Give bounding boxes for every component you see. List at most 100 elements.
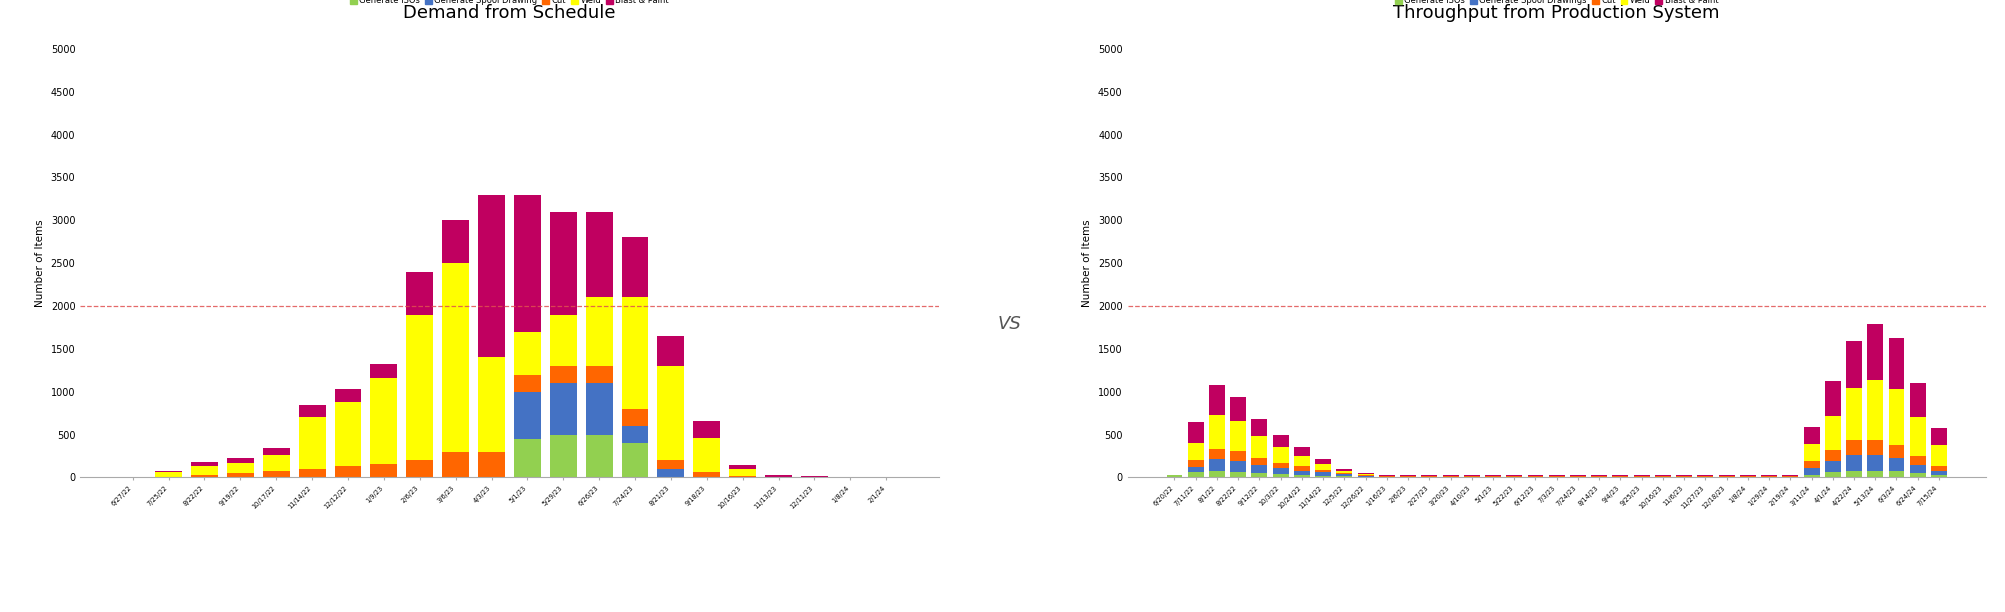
Bar <box>764 475 792 477</box>
Text: VS: VS <box>996 315 1021 334</box>
Bar <box>335 466 361 477</box>
Y-axis label: Number of Items: Number of Items <box>34 219 44 307</box>
Bar <box>1167 475 1181 477</box>
Bar <box>585 212 612 297</box>
Bar <box>1209 460 1225 471</box>
Bar <box>1357 476 1373 477</box>
Bar <box>622 297 648 409</box>
Bar <box>1251 436 1267 458</box>
Bar <box>658 469 684 477</box>
Bar <box>441 452 469 477</box>
Bar <box>1315 469 1331 472</box>
Bar <box>549 315 577 366</box>
Bar <box>371 464 397 477</box>
Bar <box>1209 415 1225 449</box>
Bar <box>263 455 289 471</box>
Bar <box>1315 472 1331 476</box>
Bar <box>1357 473 1373 474</box>
Bar <box>1845 455 1861 471</box>
Bar <box>441 263 469 452</box>
Bar <box>1229 397 1245 421</box>
Bar <box>1931 466 1947 471</box>
Bar <box>1909 473 1925 477</box>
Bar <box>1271 468 1287 474</box>
Bar <box>1867 471 1883 477</box>
Bar <box>1931 445 1947 466</box>
Bar <box>1802 444 1819 461</box>
Bar <box>441 220 469 263</box>
Bar <box>585 366 612 383</box>
Bar <box>1825 472 1841 477</box>
Bar <box>1357 474 1373 475</box>
Bar <box>1315 476 1331 477</box>
Bar <box>407 460 433 477</box>
Bar <box>549 383 577 435</box>
Bar <box>1315 460 1331 464</box>
Bar <box>1271 447 1287 463</box>
Bar <box>263 448 289 455</box>
Bar <box>1271 463 1287 468</box>
Bar <box>1931 471 1947 475</box>
Bar <box>1825 416 1841 450</box>
Bar <box>1229 451 1245 461</box>
Bar <box>1229 472 1245 477</box>
Bar <box>1293 456 1309 466</box>
Bar <box>263 471 289 477</box>
Bar <box>477 357 505 452</box>
Bar <box>190 475 219 477</box>
Bar <box>1825 461 1841 472</box>
Bar <box>1271 474 1287 477</box>
Bar <box>1335 469 1351 471</box>
Bar <box>190 466 219 475</box>
Bar <box>1335 476 1351 477</box>
Bar <box>1271 435 1287 447</box>
Bar <box>154 472 182 477</box>
Bar <box>1251 473 1267 477</box>
Bar <box>1335 471 1351 473</box>
Bar <box>1867 455 1883 471</box>
Bar <box>1845 388 1861 439</box>
Bar <box>1802 475 1819 477</box>
Bar <box>371 364 397 378</box>
Bar <box>1229 421 1245 451</box>
Bar <box>1209 449 1225 460</box>
Bar <box>730 469 756 476</box>
Bar <box>154 471 182 472</box>
Bar <box>1209 385 1225 415</box>
Bar <box>622 409 648 426</box>
Title: Throughput from Production System: Throughput from Production System <box>1393 4 1718 23</box>
Legend: Generate ISOs, Generate Spool Drawing, Cut, Weld, Blast & Paint: Generate ISOs, Generate Spool Drawing, C… <box>347 0 672 9</box>
Bar <box>730 476 756 477</box>
Bar <box>477 452 505 477</box>
Bar <box>1251 458 1267 465</box>
Bar <box>658 460 684 469</box>
Bar <box>477 195 505 357</box>
Bar <box>730 465 756 469</box>
Bar <box>1251 419 1267 436</box>
Bar <box>227 463 255 473</box>
Bar <box>1802 461 1819 468</box>
Bar <box>407 315 433 460</box>
Bar <box>1802 427 1819 444</box>
Bar <box>1845 439 1861 455</box>
Bar <box>585 297 612 366</box>
Bar <box>694 472 720 477</box>
Bar <box>513 332 541 375</box>
Bar <box>1293 447 1309 456</box>
Bar <box>1887 338 1903 389</box>
Bar <box>622 237 648 297</box>
Bar <box>513 375 541 392</box>
Bar <box>299 469 325 477</box>
Bar <box>1887 389 1903 445</box>
Bar <box>335 402 361 466</box>
Bar <box>1293 471 1309 475</box>
Bar <box>513 195 541 332</box>
Bar <box>549 212 577 315</box>
Bar <box>407 272 433 315</box>
Bar <box>1887 445 1903 458</box>
Bar <box>1909 417 1925 456</box>
Bar <box>1293 475 1309 477</box>
Bar <box>1293 466 1309 471</box>
Bar <box>694 438 720 472</box>
Title: Demand from Schedule: Demand from Schedule <box>403 4 616 23</box>
